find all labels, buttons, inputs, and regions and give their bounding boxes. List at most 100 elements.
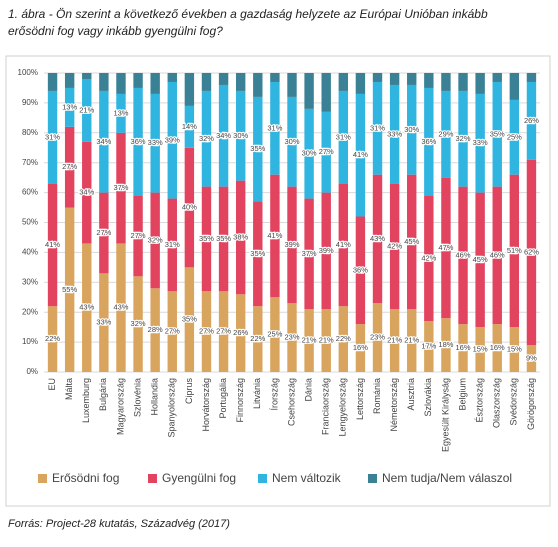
value-label: 27%	[131, 231, 146, 240]
bar-segment	[338, 306, 349, 372]
value-label: 31%	[267, 123, 282, 132]
bar-segment	[424, 73, 434, 88]
bar-segment	[99, 73, 109, 91]
value-label: 51%	[507, 246, 522, 255]
value-label: 34%	[216, 131, 231, 140]
bar-segment	[201, 90, 212, 187]
value-label: 42%	[387, 241, 402, 250]
value-label: 35%	[216, 234, 231, 243]
legend-label: Nem változik	[272, 471, 342, 485]
value-label: 41%	[45, 240, 60, 249]
bar-segment	[116, 243, 126, 372]
x-tick-label: Ciprus	[184, 378, 194, 405]
bar-segment	[355, 93, 366, 217]
x-tick-label: Ausztria	[406, 378, 416, 411]
x-tick-label: Hollandia	[150, 378, 160, 416]
bar-segment	[218, 73, 229, 85]
bar-segment	[492, 81, 502, 187]
y-tick-label: 0%	[26, 367, 38, 376]
bar-segment	[287, 186, 297, 304]
value-label: 27%	[165, 327, 180, 336]
bar-segment	[321, 73, 331, 112]
value-label: 41%	[353, 150, 368, 159]
bar-segment	[116, 73, 126, 94]
value-label: 45%	[473, 255, 488, 264]
x-tick-label: Svédország	[509, 378, 519, 426]
bar-segment	[458, 73, 468, 91]
value-label: 39%	[284, 240, 299, 249]
bar-segment	[355, 324, 366, 372]
bar-segment	[82, 141, 92, 244]
bar-segment	[270, 81, 280, 175]
bar-segment	[47, 183, 58, 307]
x-tick-label: Portugália	[218, 378, 228, 419]
value-label: 35%	[250, 249, 265, 258]
x-tick-label: Málta	[64, 378, 74, 400]
value-label: 42%	[421, 253, 436, 262]
value-label: 41%	[267, 231, 282, 240]
value-label: 40%	[182, 203, 197, 212]
x-tick-label: Spanyolország	[167, 378, 177, 438]
legend-swatch	[368, 474, 377, 483]
bar-segment	[441, 73, 451, 91]
x-tick-label: Horvátország	[201, 378, 211, 432]
bar-segment	[82, 78, 92, 142]
value-label: 30%	[404, 125, 419, 134]
value-label: 16%	[456, 343, 471, 352]
value-label: 16%	[353, 343, 368, 352]
value-label: 26%	[524, 116, 539, 125]
bar-segment	[441, 177, 451, 319]
bar-segment	[441, 90, 451, 178]
value-label: 35%	[490, 129, 505, 138]
bar-segment	[99, 90, 109, 193]
legend-swatch	[38, 474, 47, 483]
bar-segment	[184, 105, 195, 148]
bar-segment	[235, 73, 246, 91]
bar-segment	[82, 243, 92, 372]
x-tick-label: Franciaország	[321, 378, 331, 435]
x-tick-label: Csehország	[286, 378, 296, 426]
value-label: 17%	[421, 342, 436, 351]
value-label: 31%	[45, 132, 60, 141]
legend-swatch	[258, 474, 267, 483]
bar-segment	[509, 99, 520, 175]
bar-segment	[82, 73, 92, 79]
value-label: 26%	[233, 328, 248, 337]
x-tick-label: Finnország	[235, 378, 245, 423]
value-label: 13%	[62, 102, 77, 111]
value-label: 22%	[250, 334, 265, 343]
bar-segment	[253, 306, 263, 372]
value-label: 14%	[182, 122, 197, 131]
bar-segment	[167, 291, 177, 372]
value-label: 32%	[131, 319, 146, 328]
x-tick-label: EU	[47, 378, 57, 391]
bar-segment	[458, 186, 468, 325]
value-label: 25%	[507, 132, 522, 141]
bar-segment	[235, 180, 246, 295]
bar-segment	[64, 87, 75, 127]
bar-segment	[321, 111, 331, 193]
bar-segment	[47, 90, 58, 184]
bar-segment	[475, 73, 485, 94]
value-label: 31%	[336, 132, 351, 141]
value-label: 34%	[96, 137, 111, 146]
value-label: 22%	[45, 334, 60, 343]
value-label: 41%	[336, 240, 351, 249]
bar-segment	[47, 73, 58, 91]
bar-segment	[184, 267, 195, 372]
legend-label: Nem tudja/Nem válaszol	[382, 471, 512, 485]
bar-segment	[389, 183, 400, 310]
bar-segment	[99, 273, 109, 372]
bar-segment	[270, 73, 280, 82]
value-label: 35%	[250, 144, 265, 153]
x-tick-label: Olaszország	[492, 378, 502, 428]
bar-segment	[253, 96, 263, 202]
y-tick-label: 20%	[22, 307, 38, 316]
value-label: 39%	[319, 246, 334, 255]
bar-segment	[64, 73, 75, 88]
bar-segment	[304, 108, 314, 199]
bar-segment	[321, 309, 331, 372]
bar-segment	[253, 73, 263, 97]
legend-label: Erősödni fog	[52, 471, 119, 485]
